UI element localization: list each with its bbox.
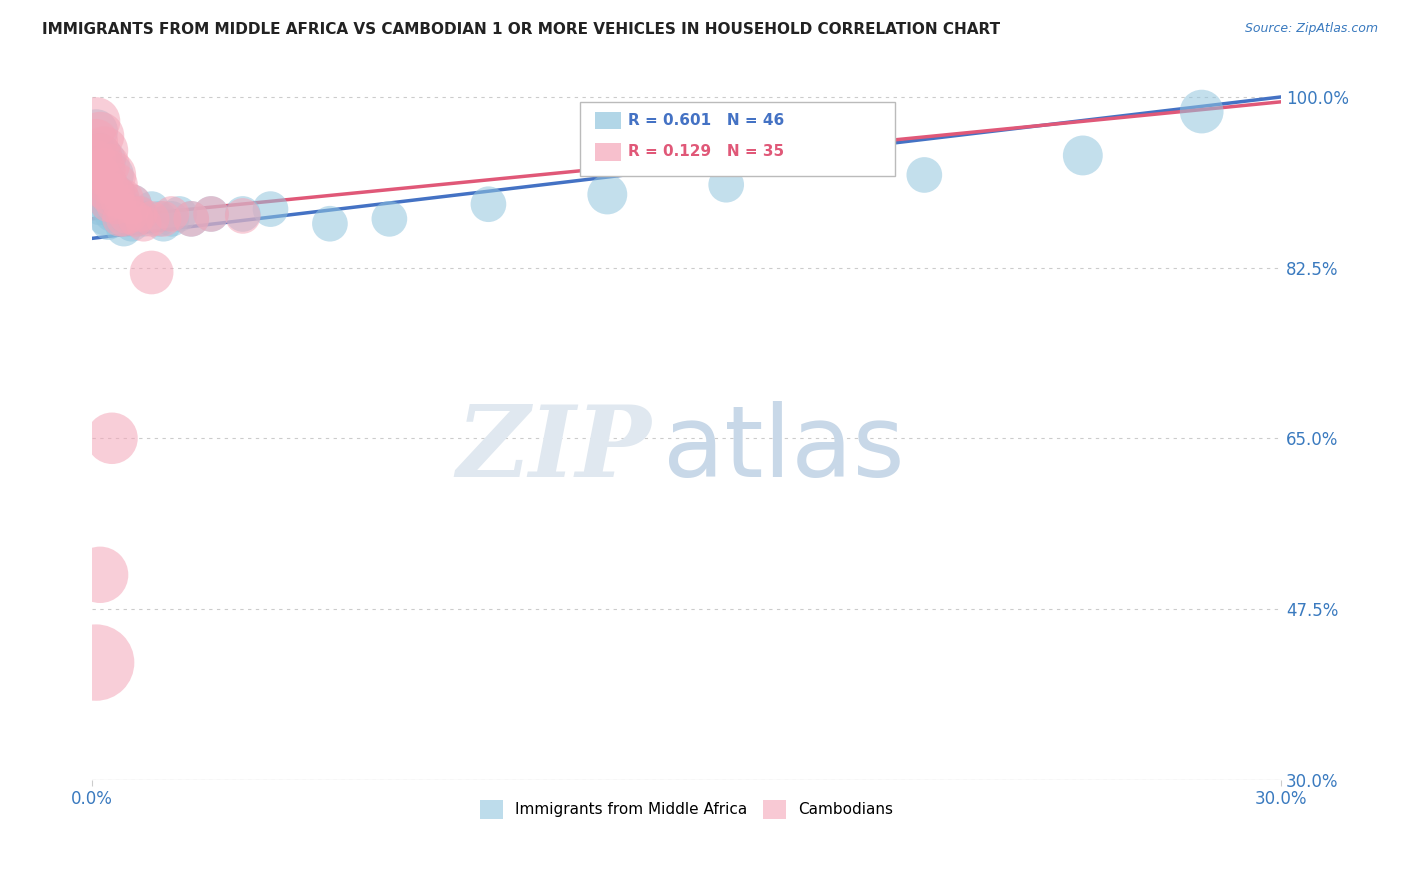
- Point: [112, 211, 135, 226]
- Point: [232, 207, 254, 221]
- Point: [89, 567, 111, 582]
- Point: [89, 187, 111, 202]
- Point: [93, 153, 115, 168]
- Point: [97, 197, 120, 211]
- Point: [477, 197, 499, 211]
- Point: [169, 207, 191, 221]
- Point: [84, 134, 107, 148]
- Text: Source: ZipAtlas.com: Source: ZipAtlas.com: [1244, 22, 1378, 36]
- Point: [117, 207, 139, 221]
- Point: [125, 211, 148, 226]
- Bar: [595, 144, 621, 161]
- Point: [101, 207, 124, 221]
- Point: [132, 211, 155, 226]
- Point: [180, 211, 202, 226]
- Point: [141, 265, 163, 279]
- FancyBboxPatch shape: [579, 102, 894, 176]
- Point: [112, 221, 135, 235]
- Point: [152, 217, 174, 231]
- Point: [93, 173, 115, 187]
- Point: [117, 211, 139, 226]
- Point: [89, 148, 111, 162]
- Point: [84, 656, 107, 670]
- Point: [108, 192, 131, 206]
- Point: [104, 187, 127, 202]
- Point: [259, 202, 281, 216]
- Point: [101, 187, 124, 202]
- Point: [232, 209, 254, 223]
- Point: [97, 158, 120, 172]
- Text: IMMIGRANTS FROM MIDDLE AFRICA VS CAMBODIAN 1 OR MORE VEHICLES IN HOUSEHOLD CORRE: IMMIGRANTS FROM MIDDLE AFRICA VS CAMBODI…: [42, 22, 1000, 37]
- Point: [128, 207, 150, 221]
- Point: [101, 187, 124, 202]
- Text: ZIP: ZIP: [456, 401, 651, 498]
- Point: [141, 211, 163, 226]
- Point: [141, 202, 163, 216]
- Point: [319, 217, 342, 231]
- Point: [152, 211, 174, 226]
- Point: [180, 211, 202, 226]
- Point: [101, 168, 124, 182]
- Legend: Immigrants from Middle Africa, Cambodians: Immigrants from Middle Africa, Cambodian…: [474, 794, 898, 824]
- Point: [912, 168, 935, 182]
- Point: [596, 187, 619, 202]
- Point: [1071, 148, 1094, 162]
- Point: [104, 178, 127, 192]
- Point: [84, 163, 107, 178]
- Point: [84, 114, 107, 128]
- Point: [148, 211, 170, 226]
- Point: [108, 211, 131, 226]
- Point: [93, 183, 115, 197]
- Point: [104, 197, 127, 211]
- Point: [84, 144, 107, 158]
- Point: [160, 211, 183, 226]
- Text: atlas: atlas: [662, 401, 904, 498]
- Point: [93, 163, 115, 178]
- Point: [89, 128, 111, 143]
- Point: [101, 431, 124, 445]
- Point: [125, 211, 148, 226]
- Point: [121, 217, 143, 231]
- Point: [84, 153, 107, 168]
- Point: [97, 178, 120, 192]
- Point: [93, 192, 115, 206]
- Point: [97, 217, 120, 231]
- Point: [108, 192, 131, 206]
- Point: [200, 207, 222, 221]
- Point: [89, 168, 111, 182]
- Text: R = 0.601   N = 46: R = 0.601 N = 46: [628, 112, 785, 128]
- Point: [200, 207, 222, 221]
- Point: [97, 197, 120, 211]
- Point: [104, 207, 127, 221]
- Point: [101, 168, 124, 182]
- Point: [714, 178, 737, 192]
- Point: [128, 207, 150, 221]
- Point: [1191, 104, 1213, 119]
- Point: [97, 178, 120, 192]
- Point: [84, 124, 107, 138]
- Text: R = 0.129   N = 35: R = 0.129 N = 35: [628, 145, 785, 160]
- Point: [89, 202, 111, 216]
- Point: [121, 197, 143, 211]
- Point: [89, 168, 111, 182]
- Point: [378, 211, 401, 226]
- Bar: [595, 112, 621, 129]
- Point: [108, 211, 131, 226]
- Point: [93, 144, 115, 158]
- Point: [160, 207, 183, 221]
- Point: [132, 217, 155, 231]
- Point: [89, 148, 111, 162]
- Point: [121, 197, 143, 211]
- Point: [112, 202, 135, 216]
- Point: [93, 211, 115, 226]
- Point: [112, 192, 135, 206]
